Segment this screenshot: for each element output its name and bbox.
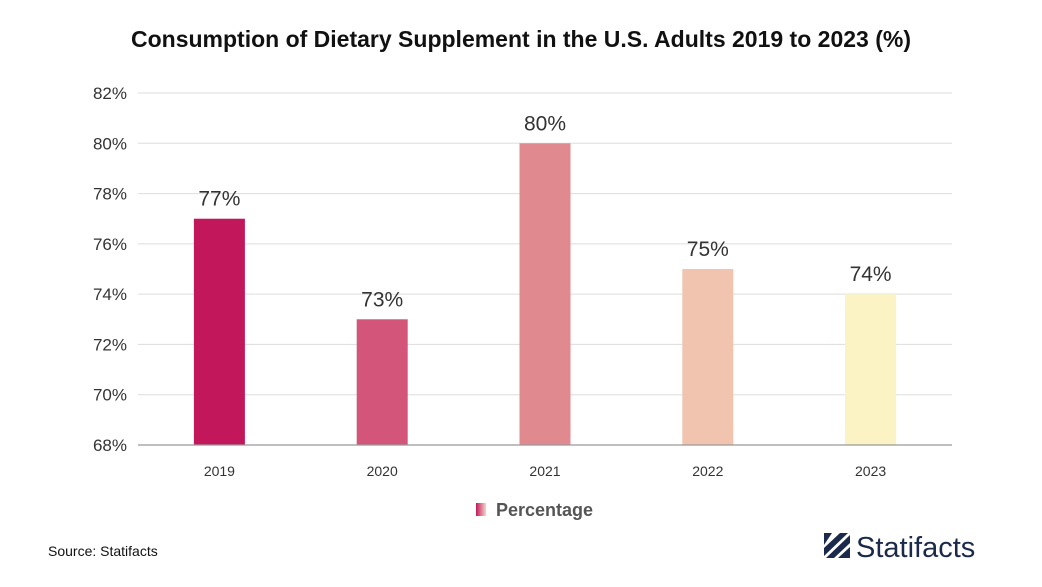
y-tick-label: 82% [93, 84, 127, 103]
y-tick-label: 80% [93, 134, 127, 153]
bar-2023[interactable] [845, 294, 897, 445]
bar-2020[interactable] [356, 319, 408, 445]
bar-2021[interactable] [519, 143, 571, 446]
y-tick-label: 76% [93, 235, 127, 254]
brand-logo: Statifacts [824, 532, 975, 564]
x-tick-label: 2023 [855, 463, 886, 479]
brand-name: Statifacts [856, 532, 975, 564]
y-tick-label: 70% [93, 386, 127, 405]
data-label-2021: 80% [524, 112, 566, 135]
data-label-2020: 73% [361, 288, 403, 311]
legend-swatch [476, 503, 486, 516]
bar-2022[interactable] [682, 269, 734, 445]
x-tick-label: 2020 [367, 463, 398, 479]
y-tick-label: 74% [93, 285, 127, 304]
data-label-2019: 77% [198, 188, 240, 211]
data-label-2023: 74% [850, 263, 892, 286]
x-tick-label: 2019 [204, 463, 235, 479]
chart-title: Consumption of Dietary Supplement in the… [131, 26, 911, 52]
y-tick-label: 68% [93, 436, 127, 455]
y-tick-label: 72% [93, 335, 127, 354]
y-tick-label: 78% [93, 185, 127, 204]
x-tick-label: 2021 [529, 463, 560, 479]
source-note: Source: Statifacts [48, 543, 158, 559]
x-axis-ticks: 2019 2020 2021 2022 2023 [204, 463, 887, 479]
statifacts-logo-icon [824, 533, 850, 558]
legend-label: Percentage [496, 500, 593, 520]
legend[interactable]: Percentage [476, 500, 593, 520]
data-labels: 77% 73% 80% 75% 74% [198, 112, 891, 311]
y-axis-ticks: 68% 70% 72% 74% 76% 78% 80% 82% [93, 84, 127, 455]
bars [193, 143, 897, 446]
x-tick-label: 2022 [692, 463, 723, 479]
bar-2019[interactable] [193, 218, 245, 445]
data-label-2022: 75% [687, 238, 729, 261]
